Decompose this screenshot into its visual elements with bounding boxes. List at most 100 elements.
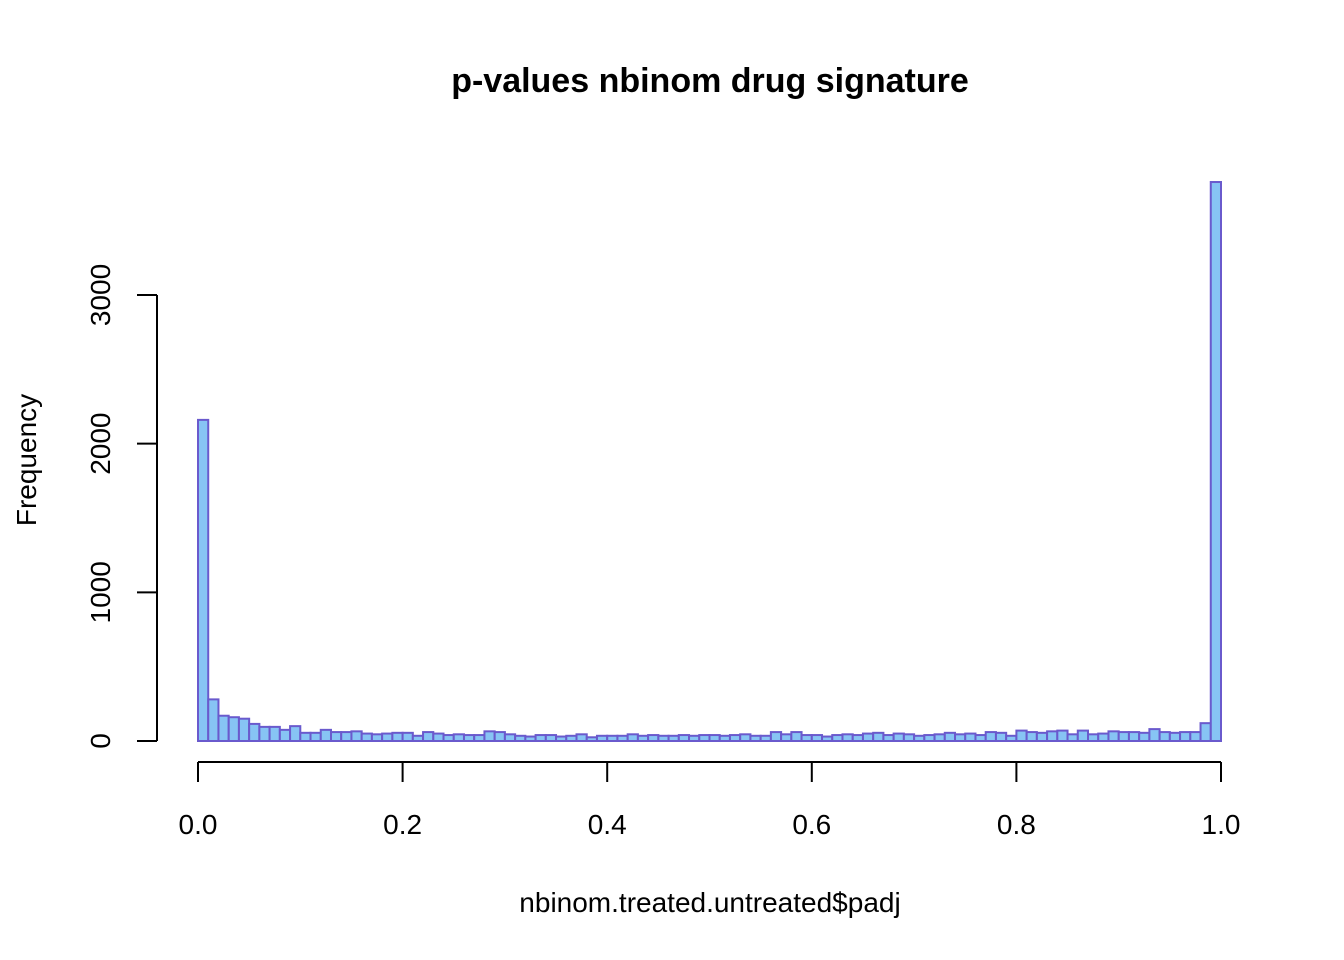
histogram-bar <box>1138 731 1151 742</box>
histogram-bar <box>350 730 363 743</box>
x-tick-label: 0.0 <box>179 809 218 840</box>
histogram-bar <box>329 731 343 743</box>
y-axis: 0 1000 2000 3000 <box>85 264 158 749</box>
histogram-bar <box>401 731 414 742</box>
histogram-bar <box>943 731 957 742</box>
histogram-bar <box>913 734 926 743</box>
histogram-bar <box>606 734 619 743</box>
histogram-bar <box>555 735 568 742</box>
histogram-bar <box>1025 731 1038 743</box>
x-axis-label: nbinom.treated.untreated$padj <box>519 887 900 918</box>
histogram-bar <box>268 725 281 742</box>
histogram-bar <box>841 733 854 742</box>
histogram-bar <box>503 733 517 742</box>
histogram-bar <box>626 733 639 742</box>
histogram-bar <box>688 734 701 743</box>
histogram-bar <box>1107 730 1120 743</box>
histogram-bar <box>1035 731 1049 742</box>
histogram-bar <box>821 735 834 742</box>
histogram-bar <box>227 716 240 742</box>
histogram-bar <box>1046 730 1059 743</box>
histogram-bar <box>1097 732 1110 742</box>
histogram-bar <box>810 734 824 743</box>
histogram-bar <box>422 731 435 743</box>
histogram-bar <box>483 730 496 743</box>
histogram-bar <box>964 732 977 742</box>
histogram-bar <box>585 736 598 742</box>
histogram-bar <box>831 734 844 743</box>
histogram-bar <box>452 733 465 742</box>
histogram-bar <box>1005 734 1018 743</box>
histogram-bar <box>1209 181 1223 743</box>
histogram-bar <box>800 734 813 743</box>
histogram-bar <box>872 731 885 742</box>
histogram-bar <box>780 733 793 742</box>
histogram-bar <box>1056 729 1069 742</box>
histogram-bar <box>882 734 895 743</box>
histogram-bar <box>462 734 476 743</box>
histogram-bar <box>1179 731 1192 743</box>
histogram-bar <box>1066 733 1079 742</box>
histogram-bar <box>1158 731 1171 743</box>
y-axis-label: Frequency <box>11 394 42 526</box>
histogram-bar <box>370 733 384 742</box>
y-tick-label: 0 <box>85 733 116 749</box>
histogram-bar <box>984 731 997 743</box>
histogram-bar <box>851 734 864 743</box>
histogram-bar <box>544 734 558 743</box>
histogram-bar <box>1189 731 1202 743</box>
histogram-bar <box>197 418 210 742</box>
histogram-bar <box>861 732 875 742</box>
y-tick-label: 3000 <box>85 264 116 326</box>
histogram-bar <box>769 731 783 743</box>
histogram-bar <box>309 731 322 742</box>
x-tick-label: 0.6 <box>792 809 831 840</box>
histogram-bar <box>994 731 1008 742</box>
histogram-bar <box>391 731 404 742</box>
chart-title: p-values nbinom drug signature <box>451 62 969 100</box>
histogram-bar <box>534 734 547 743</box>
histogram-bar <box>360 732 373 742</box>
histogram-bar <box>524 735 537 742</box>
histogram-bar <box>933 733 946 742</box>
histogram-bar <box>493 731 506 743</box>
histogram-bar <box>595 734 609 743</box>
histogram-bar <box>759 734 772 743</box>
histogram-bar <box>217 714 230 743</box>
histogram-bar <box>575 733 588 742</box>
histogram-bar <box>708 734 721 743</box>
histogram-bar <box>289 725 302 743</box>
histogram-bar <box>514 734 527 743</box>
histogram-bar <box>657 734 670 743</box>
histogram-bar <box>647 734 660 743</box>
histogram-bar <box>892 732 905 742</box>
histogram-bar <box>616 734 629 743</box>
histogram-bar <box>1015 729 1028 742</box>
histogram-bar <box>1127 731 1141 743</box>
x-tick-label: 1.0 <box>1202 809 1241 840</box>
histogram-bar <box>954 733 967 742</box>
histogram-bar <box>207 698 220 743</box>
histogram-bar <box>1087 733 1100 742</box>
histogram-bar <box>749 734 762 743</box>
histogram-bar <box>237 717 251 743</box>
histogram-bar <box>636 734 650 743</box>
histogram-bar <box>790 731 803 743</box>
histogram-bar <box>381 732 394 742</box>
histogram-bar <box>411 734 425 743</box>
histogram-bar <box>319 728 332 742</box>
histogram-bar <box>299 731 312 742</box>
histogram-bar <box>1117 731 1130 743</box>
histogram-bar <box>677 734 691 743</box>
histogram-bar <box>667 734 680 743</box>
histogram-bar <box>278 728 292 742</box>
histogram-bar <box>432 732 445 742</box>
histogram-bar <box>1076 729 1090 742</box>
x-tick-label: 0.8 <box>997 809 1036 840</box>
histogram-bar <box>739 733 752 742</box>
histogram-bar <box>340 731 353 743</box>
histogram-bar <box>473 734 486 743</box>
x-tick-label: 0.2 <box>383 809 422 840</box>
histogram-bar <box>565 734 578 743</box>
